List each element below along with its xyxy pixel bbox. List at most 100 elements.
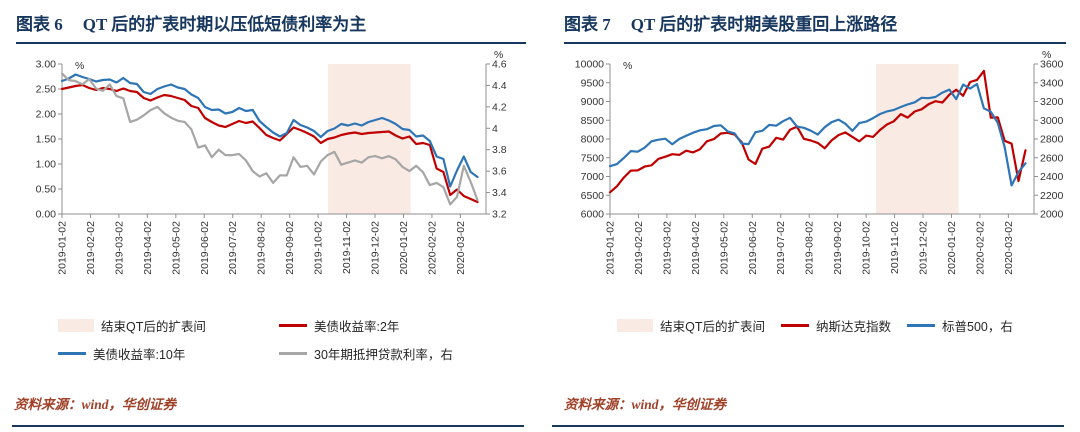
svg-text:0.00: 0.00 [36,209,57,221]
svg-text:2019-07-02: 2019-07-02 [227,221,239,275]
figure-7-title: QT 后的扩表时期美股重回上涨路径 [630,15,898,34]
legend-item: 美债收益率:2年 [279,316,484,335]
legend-area-swatch [58,319,94,332]
svg-text:2019-04-02: 2019-04-02 [690,221,702,275]
figure-6-source-note: 资料来源：wind，华创证券 [14,397,177,412]
svg-text:3.4: 3.4 [492,187,507,199]
svg-text:%: % [623,60,632,72]
svg-text:2019-06-02: 2019-06-02 [199,221,211,275]
svg-text:2019-01-02: 2019-01-02 [57,221,69,275]
svg-text:2800: 2800 [1040,134,1064,146]
svg-text:4.4: 4.4 [492,80,507,92]
svg-text:3600: 3600 [1040,59,1064,71]
figure-6-chart: 0.00 0.50 1.00 1.50 2.00 2.50 3.00 3.2 3.4 3.6 3.8… [36,49,507,275]
figure-6-title: QT 后的扩表时期以压低短债利率为主 [82,15,367,34]
svg-text:2019-06-02: 2019-06-02 [747,221,759,275]
svg-text:3200: 3200 [1040,96,1064,108]
svg-text:4.2: 4.2 [492,101,507,113]
svg-text:2019-08-02: 2019-08-02 [256,221,268,275]
legend-label: 美债收益率:2年 [314,320,400,334]
legend-item: 结束QT后的扩表间 [617,316,765,335]
legend-item: 纳斯达克指数 [780,316,891,335]
legend-label: 结束QT后的扩表间 [660,320,765,334]
svg-text:2019-02-02: 2019-02-02 [633,221,645,275]
svg-text:3.00: 3.00 [36,59,57,71]
legend-line-swatch [279,324,307,327]
svg-text:8000: 8000 [581,134,605,146]
svg-text:9000: 9000 [581,96,605,108]
svg-text:2200: 2200 [1040,190,1064,202]
legend-item: 标普500，右 [907,316,1013,335]
legend-label: 美债收益率:10年 [93,348,186,362]
svg-text:%: % [1042,49,1051,61]
legend-row: 结束QT后的扩表间 美债收益率:2年 [16,316,526,335]
svg-text:2019-01-02: 2019-01-02 [605,221,617,275]
svg-text:2020-01-02: 2020-01-02 [398,221,410,275]
figure-7-legend: 结束QT后的扩表间 纳斯达克指数 标普500，右 [564,316,1066,335]
figure-7-header: 图表 7 QT 后的扩表时期美股重回上涨路径 [564,8,1066,44]
legend-line-swatch [279,352,307,355]
legend-row: 结束QT后的扩表间 纳斯达克指数 标普500，右 [564,316,1066,335]
svg-text:10000: 10000 [575,59,604,71]
legend-label: 结束QT后的扩表间 [101,320,206,334]
legend-label: 30年期抵押贷款利率，右 [314,348,453,362]
panel-figure-7: 图表 7 QT 后的扩表时期美股重回上涨路径 6000 6500 7000 7500 8… [540,0,1080,432]
svg-text:9500: 9500 [581,77,605,89]
figure-6-header: 图表 6 QT 后的扩表时期以压低短债利率为主 [16,8,526,44]
svg-text:2019-07-02: 2019-07-02 [775,221,787,275]
legend-area-swatch [617,319,654,332]
svg-text:4: 4 [492,123,498,135]
svg-text:7000: 7000 [581,171,605,183]
legend-item: 美债收益率:10年 [58,344,263,363]
svg-text:2020-02-02: 2020-02-02 [974,221,986,275]
svg-text:2019-03-02: 2019-03-02 [113,221,125,275]
svg-text:6000: 6000 [581,209,605,221]
svg-text:2019-10-02: 2019-10-02 [861,221,873,275]
svg-text:2.00: 2.00 [36,109,57,121]
legend-line-swatch [58,352,86,355]
svg-text:7500: 7500 [581,152,605,164]
svg-text:2019-05-02: 2019-05-02 [718,221,730,275]
legend-item: 结束QT后的扩表间 [58,316,263,335]
svg-text:3.2: 3.2 [492,209,507,221]
legend-label: 标普500，右 [942,320,1013,334]
svg-text:2019-02-02: 2019-02-02 [85,221,97,275]
svg-text:1.50: 1.50 [36,134,57,146]
svg-text:6500: 6500 [581,190,605,202]
svg-text:3.8: 3.8 [492,144,507,156]
svg-text:2600: 2600 [1040,152,1064,164]
svg-text:2019-12-02: 2019-12-02 [918,221,930,275]
legend-row: 美债收益率:10年 30年期抵押贷款利率，右 [16,344,526,363]
svg-text:2000: 2000 [1040,209,1064,221]
legend-line-swatch [780,324,809,327]
svg-text:2019-09-02: 2019-09-02 [832,221,844,275]
svg-text:4.6: 4.6 [492,59,507,71]
svg-text:2020-02-02: 2020-02-02 [426,221,438,275]
figure-7-label: 图表 7 [564,15,611,34]
svg-text:1.00: 1.00 [36,159,57,171]
figure-7-source-note: 资料来源：wind，华创证券 [564,397,727,412]
svg-text:2019-10-02: 2019-10-02 [313,221,325,275]
svg-text:3400: 3400 [1040,77,1064,89]
svg-text:%: % [75,60,84,72]
svg-text:2019-05-02: 2019-05-02 [170,221,182,275]
svg-text:2019-03-02: 2019-03-02 [661,221,673,275]
svg-text:3.6: 3.6 [492,166,507,178]
svg-text:2019-11-02: 2019-11-02 [341,221,353,274]
svg-text:2019-09-02: 2019-09-02 [284,221,296,275]
svg-text:2400: 2400 [1040,171,1064,183]
legend-item: 30年期抵押贷款利率，右 [279,344,484,363]
svg-text:0.50: 0.50 [36,184,57,196]
svg-text:2020-03-02: 2020-03-02 [455,221,467,275]
legend-label: 纳斯达克指数 [815,320,891,334]
svg-text:2020-03-02: 2020-03-02 [1003,221,1015,275]
legend-line-swatch [907,324,935,327]
svg-text:2019-04-02: 2019-04-02 [142,221,154,275]
svg-text:%: % [494,49,503,61]
svg-text:2.50: 2.50 [36,84,57,96]
svg-text:2020-01-02: 2020-01-02 [946,221,958,275]
figure-7-chart: 6000 6500 7000 7500 8000 8500 9000 9500 10000 200… [575,49,1064,275]
figure-6-label: 图表 6 [16,15,63,34]
svg-text:3000: 3000 [1040,115,1064,127]
